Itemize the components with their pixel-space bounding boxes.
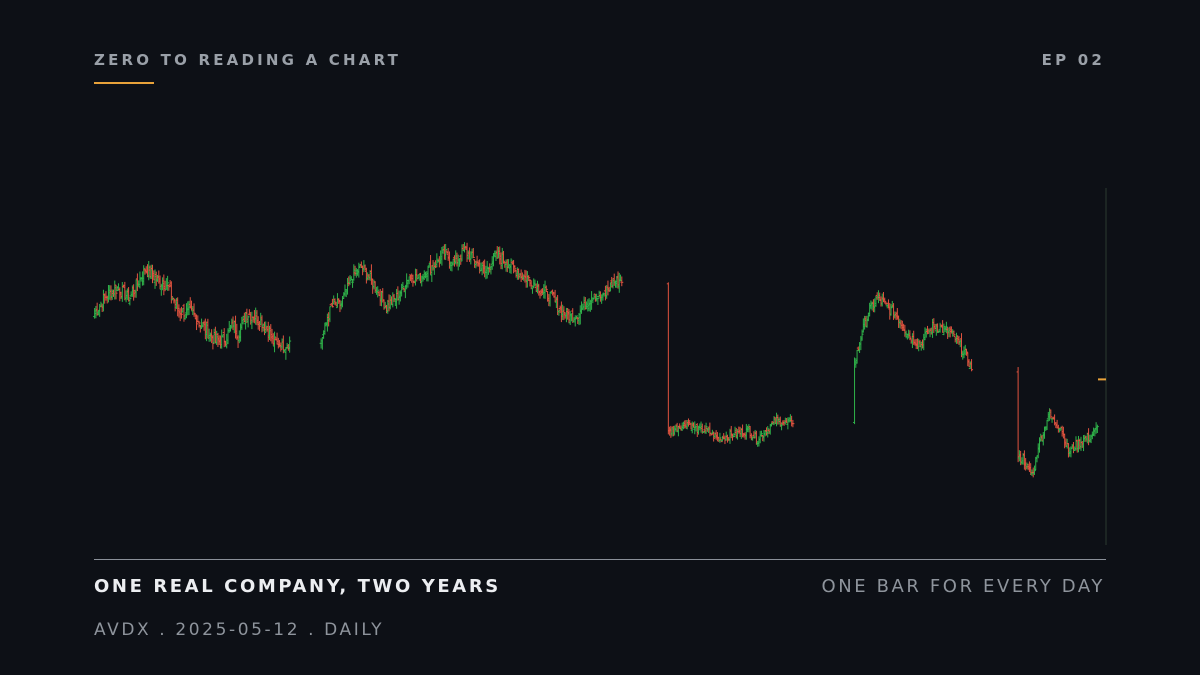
headline: ONE REAL COMPANY, TWO YEARS	[94, 576, 501, 597]
tagline: ONE BAR FOR EVERY DAY	[821, 576, 1105, 597]
chart-baseline	[94, 559, 1106, 560]
accent-rule	[94, 82, 154, 84]
ohlc-bars	[93, 242, 1099, 478]
episode-label: EP 02	[1041, 51, 1105, 69]
series-title: ZERO TO READING A CHART	[94, 51, 402, 69]
ticker-meta: AVDX . 2025-05-12 . DAILY	[94, 620, 385, 640]
